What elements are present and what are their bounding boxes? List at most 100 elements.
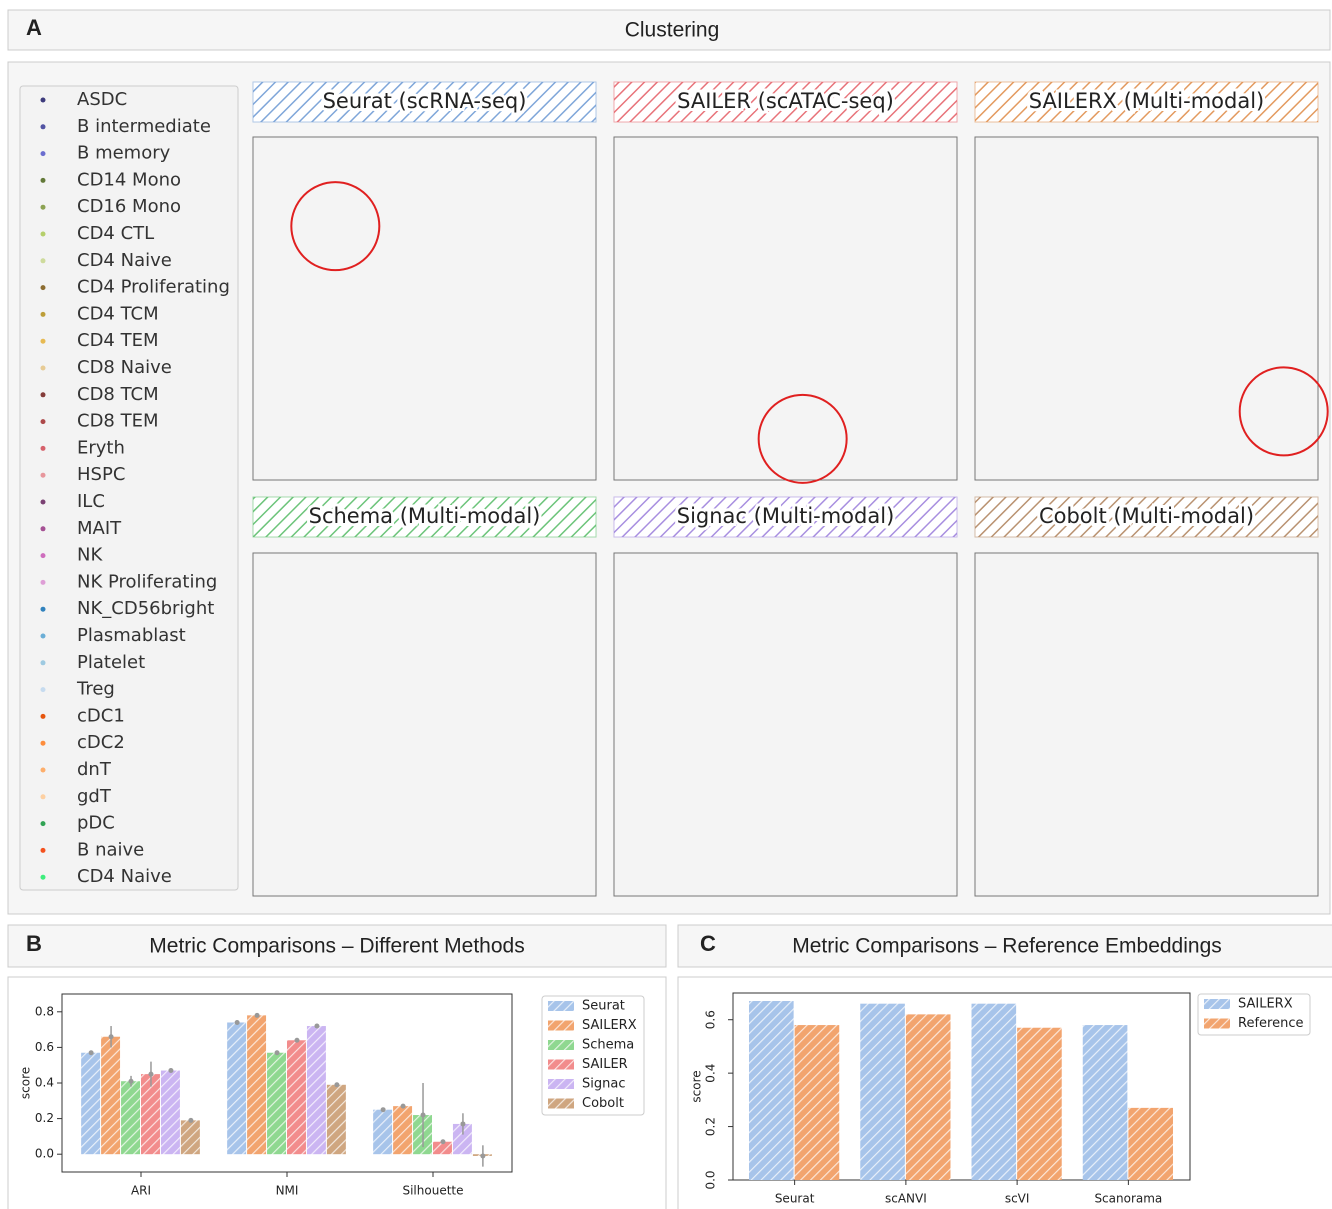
legend-label: CD4 TCM bbox=[77, 303, 159, 324]
legend-label: cDC2 bbox=[77, 732, 125, 753]
bar bbox=[971, 1003, 1017, 1180]
chart-title: Metric Comparisons – Reference Embedding… bbox=[792, 935, 1222, 958]
y-tick-label: 0.0 bbox=[704, 1170, 718, 1189]
legend-label: cDC1 bbox=[77, 705, 125, 726]
error-center bbox=[108, 1034, 114, 1040]
legend-label: B intermediate bbox=[77, 116, 211, 137]
x-tick-label: scANVI bbox=[885, 1192, 927, 1206]
legend-dot bbox=[40, 579, 46, 585]
legend-label: Seurat bbox=[582, 999, 625, 1014]
bar bbox=[306, 1026, 326, 1155]
method-title-box bbox=[252, 81, 597, 123]
legend-label: CD8 TCM bbox=[77, 384, 159, 405]
legend-label: dnT bbox=[77, 759, 112, 780]
legend-dot bbox=[40, 151, 46, 157]
error-center bbox=[294, 1037, 300, 1043]
bar bbox=[1082, 1025, 1128, 1180]
legend-dot bbox=[40, 365, 46, 371]
legend-dot bbox=[40, 258, 46, 264]
legend-label: CD4 Naive bbox=[77, 866, 172, 887]
legend-label: Eryth bbox=[77, 437, 125, 458]
highlight-circle bbox=[290, 181, 381, 272]
chart-title: Metric Comparisons – Different Methods bbox=[149, 935, 524, 958]
legend-swatch bbox=[548, 1001, 574, 1011]
y-tick-label: 0.4 bbox=[35, 1076, 54, 1090]
legend-label: pDC bbox=[77, 813, 115, 834]
x-tick-label: Silhouette bbox=[402, 1184, 463, 1198]
y-axis-label: score bbox=[690, 1070, 704, 1102]
x-tick-label: Seurat bbox=[775, 1192, 815, 1206]
legend-label: CD8 TEM bbox=[77, 411, 159, 432]
legend-label: gdT bbox=[77, 786, 112, 807]
legend-dot bbox=[40, 311, 46, 317]
legend-dot bbox=[40, 874, 46, 880]
legend-swatch bbox=[1204, 999, 1230, 1009]
legend-dot bbox=[40, 794, 46, 800]
legend-swatch bbox=[548, 1020, 574, 1031]
error-center bbox=[128, 1078, 134, 1084]
bar bbox=[1017, 1027, 1062, 1180]
legend-label: Plasmablast bbox=[77, 625, 186, 646]
legend-swatch bbox=[548, 1079, 574, 1089]
error-center bbox=[420, 1112, 426, 1118]
legend-label: SAILER bbox=[582, 1057, 628, 1072]
error-center bbox=[274, 1050, 280, 1056]
x-tick-label: Scanorama bbox=[1094, 1192, 1162, 1206]
header-a bbox=[7, 9, 1331, 51]
legend-dot bbox=[40, 660, 46, 666]
legend-dot bbox=[40, 124, 46, 130]
legend-label: HSPC bbox=[77, 464, 125, 485]
legend-dot bbox=[40, 231, 46, 237]
legend-label: Signac bbox=[582, 1077, 625, 1092]
x-tick-label: ARI bbox=[131, 1184, 151, 1198]
method-title-box bbox=[974, 81, 1319, 123]
header-b bbox=[7, 924, 667, 968]
bar bbox=[81, 1052, 101, 1155]
legend-label: Treg bbox=[76, 679, 115, 700]
legend-dot bbox=[40, 392, 46, 398]
error-center bbox=[188, 1117, 194, 1123]
method-title: Schema (Multi-modal) bbox=[309, 504, 541, 528]
error-center bbox=[254, 1012, 260, 1018]
legend-label: B memory bbox=[77, 143, 171, 164]
method-title-box bbox=[613, 496, 958, 538]
legend-dot bbox=[40, 526, 46, 532]
highlight-circle bbox=[757, 393, 848, 484]
error-center bbox=[380, 1107, 386, 1113]
error-center bbox=[334, 1082, 340, 1088]
legend-label: CD16 Mono bbox=[77, 196, 181, 217]
bar bbox=[121, 1081, 140, 1155]
error-center bbox=[168, 1068, 174, 1074]
embedding-frame bbox=[252, 552, 597, 897]
panel-label: B bbox=[26, 931, 42, 956]
bar bbox=[860, 1003, 905, 1180]
legend-label: ASDC bbox=[77, 89, 127, 110]
bar bbox=[101, 1036, 121, 1155]
embedding-frame bbox=[613, 552, 958, 897]
legend-dot bbox=[40, 740, 46, 746]
bar bbox=[905, 1014, 951, 1180]
legend-label: Reference bbox=[1238, 1016, 1303, 1031]
error-center bbox=[314, 1023, 320, 1029]
legend-dot bbox=[40, 177, 46, 183]
legend-label: Schema bbox=[582, 1038, 634, 1053]
legend-dot bbox=[40, 687, 46, 693]
legend-box bbox=[1197, 993, 1311, 1036]
legend-label: B naive bbox=[77, 839, 144, 860]
panel-label: C bbox=[700, 931, 716, 956]
legend-box bbox=[541, 995, 645, 1116]
bar bbox=[452, 1123, 472, 1155]
bar bbox=[326, 1084, 346, 1155]
method-title-box bbox=[252, 496, 597, 538]
bar bbox=[267, 1052, 286, 1155]
bar bbox=[141, 1074, 160, 1155]
x-tick-label: scVI bbox=[1005, 1192, 1030, 1206]
header-c bbox=[677, 924, 1332, 968]
legend-label: Cobolt bbox=[582, 1096, 624, 1111]
bar bbox=[287, 1040, 306, 1155]
legend-label: CD4 CTL bbox=[77, 223, 154, 244]
legend-label: CD4 TEM bbox=[77, 330, 159, 351]
legend-label: NK Proliferating bbox=[77, 571, 217, 592]
